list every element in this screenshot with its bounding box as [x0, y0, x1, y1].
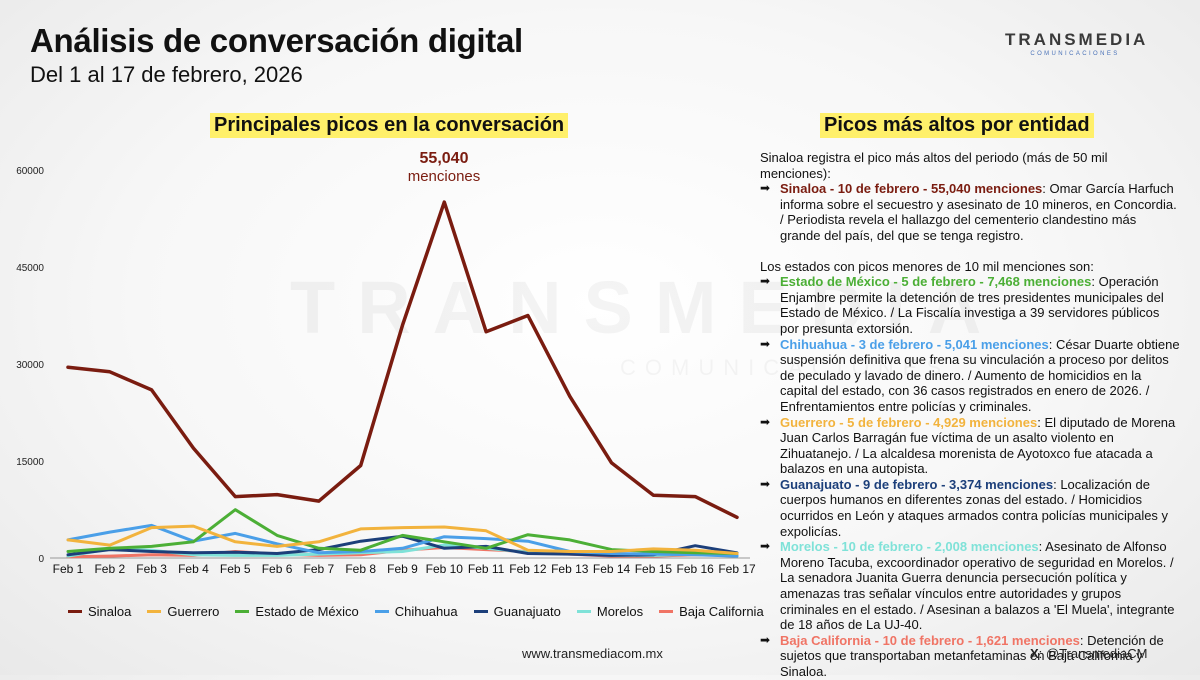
- series-line-sinaloa: [66, 200, 739, 520]
- peak-entry: ➡ Baja California - 10 de febrero - 1,621…: [760, 633, 1180, 680]
- legend-item: Chihuahua: [374, 604, 458, 619]
- legend-item: Sinaloa: [68, 604, 131, 619]
- x-tick-label: Feb 17: [718, 562, 756, 576]
- entry-text: : Localización de cuerpos humanos en dif…: [780, 476, 1169, 539]
- y-tick-label: 45000: [16, 263, 44, 274]
- x-tick-label: Feb 1: [53, 562, 84, 576]
- series-line-chihuahua: [66, 523, 739, 558]
- entry-text: : El diputado de Morena Juan Carlos Barr…: [780, 414, 1176, 477]
- legend-swatch: [147, 610, 162, 613]
- footer-website[interactable]: www.transmediacom.mx: [522, 646, 663, 661]
- entry-lead: Baja California - 10 de febrero - 1,621 …: [780, 632, 1080, 648]
- x-tick-label: Feb 16: [677, 562, 715, 576]
- legend-swatch: [235, 610, 250, 613]
- legend-swatch: [68, 610, 82, 613]
- entry-lead: Morelos - 10 de febrero - 2,008 mencione…: [780, 539, 1039, 555]
- x-tick-label: Feb 15: [635, 562, 673, 576]
- entry-text: : Operación Enjambre permite la detenció…: [780, 274, 1164, 336]
- arrow-icon: ➡: [760, 632, 771, 647]
- x-tick-label: Feb 7: [304, 562, 335, 576]
- page-subtitle: Del 1 al 17 de febrero, 2026: [30, 62, 303, 87]
- x-tick-label: Feb 4: [178, 562, 209, 576]
- x-tick-label: Feb 12: [509, 562, 547, 576]
- legend-item: Guerrero: [147, 604, 219, 619]
- peaks-panel: Sinaloa registra el pico más altos del p…: [760, 150, 1180, 680]
- legend-swatch: [576, 610, 591, 613]
- x-tick-label: Feb 10: [426, 562, 464, 576]
- peaks-heading: Picos más altos por entidad: [820, 113, 1094, 138]
- peak-unit: menciones: [407, 168, 481, 185]
- peak-value: 55,040: [419, 150, 469, 167]
- logo-wordmark: TRANSMEDIA: [1005, 30, 1149, 49]
- watermark: TRANSMEDIA: [290, 265, 1003, 350]
- logo-tagline: COMUNICACIONES: [1030, 51, 1120, 57]
- peaks-intro: Sinaloa registra el pico más altos del p…: [760, 150, 1108, 181]
- brand-logo: TRANSMEDIA COMUNICACIONES: [1005, 30, 1145, 57]
- y-tick-label: 30000: [16, 360, 44, 371]
- entry-lead: Estado de México - 5 de febrero - 7,468 …: [780, 274, 1092, 290]
- x-tick-label: Feb 5: [220, 562, 251, 576]
- arrow-icon: ➡: [760, 414, 771, 429]
- legend-item: Estado de México: [235, 604, 359, 619]
- entry-text: : Omar García Harfuch informa sobre el s…: [780, 181, 1177, 243]
- x-tick-label: Feb 8: [345, 562, 376, 576]
- entry-lead: Guanajuato - 9 de febrero - 3,374 mencio…: [780, 476, 1054, 492]
- x-tick-label: Feb 2: [94, 562, 125, 576]
- x-tick-label: Feb 13: [551, 562, 589, 576]
- x-handle: : @TransmediaCM: [1038, 646, 1148, 661]
- legend-item: Guanajuato: [473, 604, 561, 619]
- arrow-icon: ➡: [760, 181, 771, 196]
- legend-label: Sinaloa: [88, 604, 132, 619]
- peak-entry: ➡ Morelos - 10 de febrero - 2,008 mencion…: [760, 539, 1180, 633]
- entry-text: : César Duarte obtiene suspensión defini…: [780, 336, 1180, 414]
- peak-entry: ➡ Guerrero - 5 de febrero - 4,929 mencion…: [760, 415, 1180, 477]
- x-label: X: [1030, 646, 1039, 661]
- peak-annotation: 55,040 menciones: [380, 150, 508, 185]
- arrow-icon: ➡: [760, 274, 771, 289]
- legend-label: Estado de México: [255, 604, 359, 619]
- legend-label: Guanajuato: [493, 604, 561, 619]
- legend-label: Morelos: [596, 604, 644, 619]
- y-tick-label: 0: [38, 554, 44, 565]
- y-tick-label: 15000: [16, 457, 44, 468]
- legend-label: Chihuahua: [394, 604, 458, 619]
- legend-label: Baja California: [679, 604, 764, 619]
- x-tick-label: Feb 14: [593, 562, 631, 576]
- entry-lead: Guerrero - 5 de febrero - 4,929 mencione…: [780, 414, 1038, 430]
- legend-swatch: [473, 610, 488, 613]
- x-tick-label: Feb 6: [262, 562, 293, 576]
- x-tick-label: Feb 3: [136, 562, 167, 576]
- x-tick-label: Feb 11: [468, 562, 505, 576]
- x-tick-label: Feb 9: [387, 562, 418, 576]
- page-title: Análisis de conversación digital: [30, 22, 523, 59]
- peak-entry: ➡ Sinaloa - 10 de febrero - 55,040 mencio…: [760, 181, 1180, 243]
- peak-entry: ➡ Guanajuato - 9 de febrero - 3,374 menci…: [760, 477, 1180, 539]
- y-tick-label: 60000: [16, 166, 44, 177]
- arrow-icon: ➡: [760, 336, 771, 351]
- footer-social[interactable]: X: @TransmediaCM: [1030, 646, 1147, 661]
- arrow-icon: ➡: [760, 476, 771, 491]
- series-line-guerrero: [66, 524, 739, 555]
- legend-item: Morelos: [576, 604, 644, 619]
- legend-item: Baja California: [659, 604, 764, 619]
- arrow-icon: ➡: [760, 539, 771, 554]
- chart-legend: Sinaloa Guerrero Estado de México Chihuahua…: [68, 604, 764, 619]
- legend-swatch: [659, 610, 674, 613]
- legend-label: Guerrero: [167, 604, 220, 619]
- peak-entry: ➡ Chihuahua - 3 de febrero - 5,041 mencio…: [760, 337, 1180, 415]
- line-chart: 0 15000 30000 45000 60000 Feb 1 Feb 2 Feb 3 Feb …: [16, 166, 756, 576]
- chart-heading: Principales picos en la conversación: [210, 113, 569, 138]
- entry-lead: Chihuahua - 3 de febrero - 5,041 mencion…: [780, 336, 1049, 352]
- entry-lead: Sinaloa - 10 de febrero - 55,040 mencion…: [780, 181, 1043, 197]
- watermark-sub: COMUNICACIONES: [620, 355, 950, 381]
- peak-entry: ➡ Estado de México - 5 de febrero - 7,468…: [760, 274, 1180, 336]
- legend-swatch: [374, 610, 389, 613]
- peaks-bridge: Los estados con picos menores de 10 mil …: [760, 258, 1094, 274]
- entry-text: : Asesinato de Alfonso Moreno Tacuba, ex…: [780, 539, 1175, 633]
